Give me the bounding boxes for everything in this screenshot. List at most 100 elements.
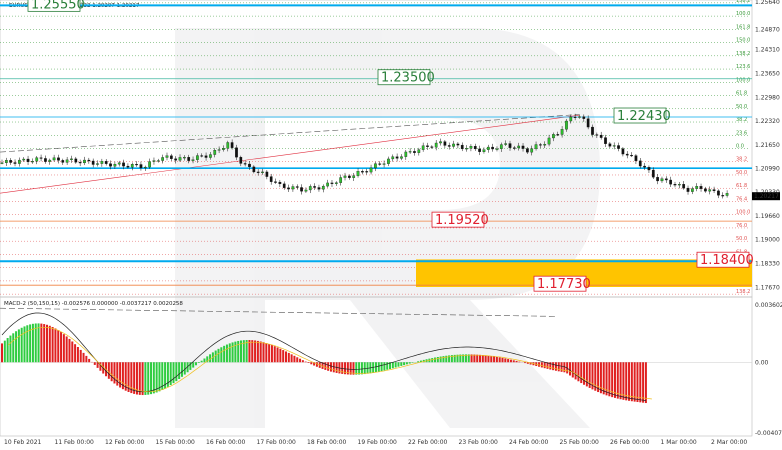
candle-body: [508, 143, 512, 148]
time-tick-label: 19 Feb 00:00: [358, 439, 398, 446]
level-label: 1.17730: [537, 277, 591, 292]
candle-body: [9, 160, 13, 163]
macd-panel: [0, 296, 753, 437]
candle-body: [109, 163, 112, 167]
price-tick-label: 1.22980: [755, 94, 780, 101]
candle-body: [374, 163, 377, 169]
candle-body: [18, 159, 21, 164]
candle-body: [282, 183, 286, 188]
candle-body: [430, 146, 434, 148]
candle-body: [599, 134, 603, 138]
candle-body: [421, 145, 425, 150]
candle-body: [534, 144, 538, 149]
trend-line: [0, 114, 580, 194]
candle-body: [395, 156, 399, 159]
level-label: 1.18400: [700, 253, 754, 268]
candle-body: [612, 145, 616, 147]
fib-label: 0.0: [736, 144, 744, 150]
fib-label: 38.2: [736, 157, 747, 163]
time-tick-label: 12 Feb 00:00: [105, 439, 145, 446]
candle-body: [91, 160, 95, 165]
time-tick-label: 11 Feb 00:00: [55, 439, 95, 446]
candle-body: [278, 181, 282, 185]
current-price-label: 1.20217: [754, 193, 779, 200]
candle-body: [595, 134, 599, 136]
candle-body: [308, 186, 312, 191]
macd-layer: [0, 307, 752, 404]
candle-body: [83, 159, 86, 164]
time-tick-label: 17 Feb 00:00: [257, 439, 297, 446]
candle-body: [369, 167, 373, 173]
candle-body: [426, 145, 429, 147]
candle-body: [495, 148, 499, 150]
candle-body: [721, 195, 725, 197]
candle-body: [556, 134, 560, 136]
candle-body: [174, 158, 178, 161]
level-box: [27, 0, 81, 12]
candle-body: [261, 171, 264, 173]
candle-body: [191, 159, 195, 161]
candle-body: [651, 169, 655, 178]
candle-body: [725, 193, 729, 196]
candle-body: [317, 187, 321, 190]
level-box: [696, 251, 750, 268]
time-tick-label: 26 Feb 00:00: [610, 439, 650, 446]
candle-body: [365, 171, 369, 173]
level-label: 1.25550: [31, 0, 85, 12]
candle-body: [704, 188, 707, 192]
candle-body: [617, 145, 620, 149]
candle-body: [213, 150, 217, 155]
candle-body: [569, 116, 573, 122]
candle-body: [526, 148, 529, 153]
candle-body: [547, 137, 551, 145]
candle-body: [621, 148, 625, 155]
time-tick-label: 18 Feb 00:00: [307, 439, 347, 446]
fib-label: 76.0: [736, 223, 747, 229]
macd-trend-line: [0, 307, 557, 317]
candle-body: [256, 171, 260, 173]
candle-body: [130, 164, 134, 168]
time-tick-label: 24 Feb 00:00: [509, 439, 549, 446]
price-layer: 138.2 100.0 161.8 150.0 138.2 123.6 100.0 61.8 5…: [0, 0, 754, 295]
candle-body: [391, 156, 395, 160]
fib-label: 123.6: [736, 64, 750, 70]
price-tick-label: 1.18330: [755, 261, 780, 268]
candle-body: [504, 143, 508, 145]
candle-body: [691, 188, 694, 192]
candle-body: [604, 137, 607, 144]
candle-body: [343, 175, 347, 178]
level-label: 1.23500: [381, 71, 435, 86]
candle-body: [552, 134, 555, 139]
candle-body: [695, 186, 699, 189]
candle-body: [300, 187, 303, 192]
candle-body: [491, 146, 494, 150]
candle-body: [117, 162, 121, 165]
fib-label: 61.8: [736, 183, 747, 189]
candle-body: [26, 158, 30, 162]
candle-body: [269, 176, 273, 182]
candle-body: [65, 159, 69, 163]
candle-body: [521, 145, 525, 149]
time-tick-label: 2 Mar 00:00: [711, 439, 747, 446]
candle-body: [200, 155, 204, 157]
candle-body: [573, 116, 577, 118]
candle-body: [187, 157, 191, 161]
candle-body: [352, 175, 356, 178]
candle-body: [148, 161, 151, 168]
candle-body: [634, 155, 638, 162]
candle-body: [113, 163, 117, 167]
candle-body: [452, 143, 455, 147]
price-tick-label: 1.21650: [755, 142, 780, 149]
candle-body: [486, 146, 490, 150]
candle-body: [356, 171, 360, 176]
candle-body: [673, 184, 677, 186]
candle-body: [469, 146, 473, 149]
candle-body: [239, 157, 243, 164]
level-label: 1.22430: [617, 109, 671, 124]
candle-body: [378, 163, 382, 165]
price-tick-label: 1.19000: [755, 237, 780, 244]
candle-body: [361, 171, 364, 173]
candle-body: [44, 158, 47, 162]
candle-body: [382, 163, 386, 165]
